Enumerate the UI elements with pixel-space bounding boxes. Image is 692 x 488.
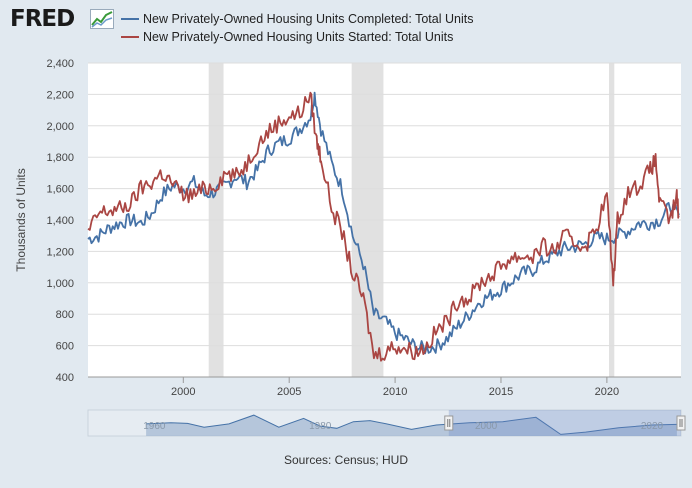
x-tick-label: 2010 xyxy=(383,386,407,398)
series-line-1 xyxy=(87,91,680,362)
legend-swatch-started xyxy=(121,36,139,38)
navigator-label: 2020 xyxy=(641,421,664,432)
y-tick-label: 1,600 xyxy=(46,184,74,196)
navigator-selection xyxy=(448,410,681,436)
x-tick-label: 2015 xyxy=(489,386,513,398)
navigator-label: 1980 xyxy=(309,421,332,432)
navigator-line xyxy=(146,414,677,435)
x-tick-label: 2000 xyxy=(171,386,195,398)
legend-item-started[interactable]: New Privately-Owned Housing Units Starte… xyxy=(121,30,453,44)
y-tick-label: 800 xyxy=(56,309,74,321)
source-note: Sources: Census; HUD xyxy=(283,453,409,467)
y-tick-label: 400 xyxy=(56,372,74,384)
x-tick-label: 2020 xyxy=(595,386,619,398)
navigator-label: 2000 xyxy=(475,421,498,432)
navigator-handle-left[interactable] xyxy=(444,415,454,431)
handle-grip xyxy=(444,415,454,431)
y-tick-label: 1,000 xyxy=(46,278,74,290)
fred-chart-icon xyxy=(90,9,114,29)
y-tick-label: 1,200 xyxy=(46,246,74,258)
legend-item-completed[interactable]: New Privately-Owned Housing Units Comple… xyxy=(121,12,473,26)
navigator-label: 1960 xyxy=(143,421,166,432)
legend-swatch-completed xyxy=(121,18,139,20)
y-tick-label: 2,000 xyxy=(46,121,74,133)
y-tick-label: 1,800 xyxy=(46,152,74,164)
fred-logo: FRED xyxy=(10,6,75,32)
series-line-0 xyxy=(87,91,680,355)
y-tick-label: 2,400 xyxy=(46,58,74,70)
y-axis-title: Thousands of Units xyxy=(14,168,28,271)
y-tick-label: 600 xyxy=(56,341,74,353)
y-tick-label: 1,400 xyxy=(46,215,74,227)
legend-label-started: New Privately-Owned Housing Units Starte… xyxy=(143,30,454,44)
y-tick-label: 2,200 xyxy=(46,89,74,101)
handle-grip xyxy=(676,415,686,431)
navigator-handle-right[interactable] xyxy=(676,415,686,431)
legend-label-completed: New Privately-Owned Housing Units Comple… xyxy=(143,12,474,26)
navigator-area xyxy=(146,415,677,436)
x-tick-label: 2005 xyxy=(277,386,301,398)
